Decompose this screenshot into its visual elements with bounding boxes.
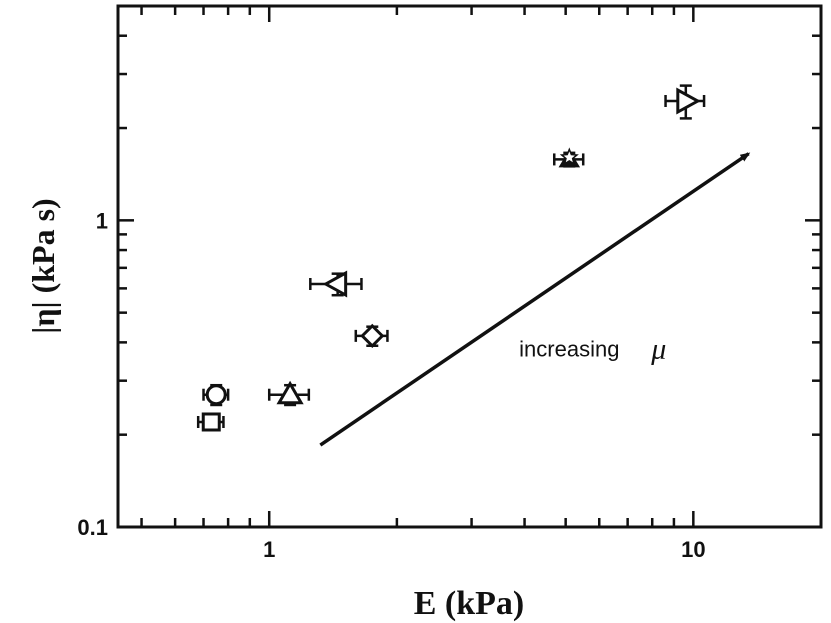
marker-star bbox=[559, 147, 579, 166]
trend-arrow bbox=[319, 152, 751, 447]
x-tick-label: 10 bbox=[681, 537, 705, 562]
marker-circle bbox=[205, 384, 227, 406]
annotation-text: increasing bbox=[519, 336, 619, 361]
y-tick-label: 0.1 bbox=[77, 515, 108, 540]
marker-triangle-left bbox=[322, 270, 348, 298]
data-markers bbox=[201, 87, 701, 432]
axis-ticks bbox=[118, 4, 823, 529]
y-tick-label: 1 bbox=[96, 208, 108, 233]
x-tick-label: 1 bbox=[263, 537, 275, 562]
marker-triangle-up bbox=[276, 380, 304, 405]
plot-frame bbox=[116, 4, 823, 529]
annotation-mu-symbol: μ bbox=[650, 332, 666, 365]
marker-square bbox=[201, 412, 221, 432]
x-axis-label: E (kPa) bbox=[414, 585, 525, 622]
marker-triangle-right bbox=[676, 87, 701, 115]
tick-labels: 1 10 0.1 1 bbox=[77, 208, 705, 562]
marker-diamond bbox=[360, 323, 385, 348]
y-axis-label: |η| (kPa s) bbox=[25, 198, 61, 333]
error-bars bbox=[196, 84, 706, 430]
